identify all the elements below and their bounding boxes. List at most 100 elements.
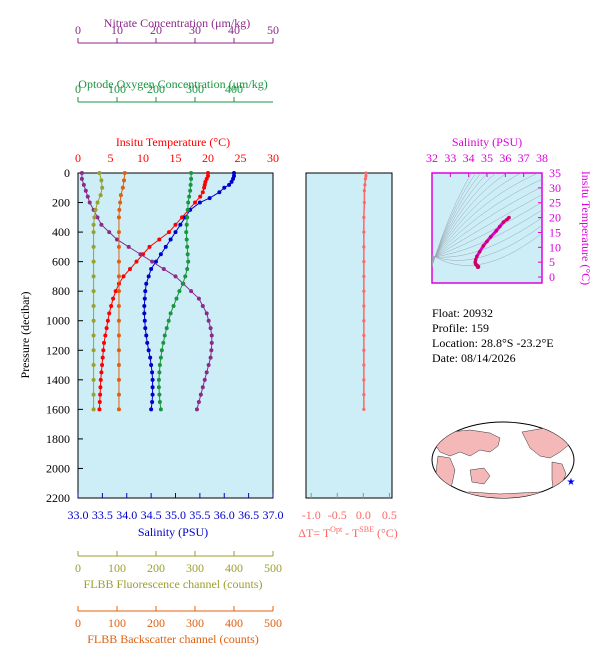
backscatter-axis: FLBB Backscatter channel (counts) 0 100 20…	[75, 606, 282, 646]
nitrate-axis-tick-label: 40	[228, 23, 240, 37]
nitrate-axis-tick-label: 50	[267, 23, 279, 37]
flbb-backscatter-channel-point	[120, 185, 125, 190]
flbb-fluorescence-channel-point	[97, 171, 102, 175]
insitu-temperature-point	[167, 230, 171, 235]
salinity-axis-tick-label: 36.5	[238, 508, 259, 522]
optode-oxygen-concentration-point	[156, 385, 161, 390]
oxygen-axis-label: Optode Oxygen Concentration (μm/kg)	[78, 77, 267, 91]
salinity-point	[143, 326, 148, 331]
nitrate-concentration-point	[208, 326, 213, 331]
nitrate-concentration-point	[107, 230, 112, 235]
flbb-backscatter-channel-point	[118, 193, 123, 198]
salinity-point	[142, 296, 147, 301]
delta-t-point	[362, 319, 366, 323]
insitu-temperature-point	[101, 348, 106, 353]
salinity-point	[150, 370, 155, 375]
ts-density-contour	[432, 232, 542, 266]
optode-oxygen-concentration-point	[185, 215, 190, 220]
optode-oxygen-concentration-point	[189, 176, 194, 181]
salinity-point	[197, 200, 202, 205]
delta-t-point	[362, 189, 366, 193]
nitrate-axis: Nitrate Concentration (μm/kg) 0 10 20 30 40 5…	[75, 16, 279, 44]
pressure-axis-tick-label: 200	[52, 196, 70, 210]
ts-point	[477, 249, 482, 254]
delta-t-point	[362, 348, 366, 352]
optode-oxygen-concentration-line	[158, 173, 192, 410]
insitu-temperature-point	[100, 355, 105, 360]
nitrate-concentration-point	[196, 296, 201, 301]
optode-oxygen-concentration-point	[162, 333, 167, 338]
salinity-axis-tick-label: 37.0	[263, 508, 284, 522]
insitu-temperature-point	[109, 303, 114, 308]
salinity-point	[149, 267, 154, 272]
nitrate-concentration-point	[206, 363, 211, 368]
pressure-axis-tick-label: 1200	[46, 343, 70, 357]
salinity-point	[178, 222, 183, 227]
insitu-temperature-point	[202, 185, 207, 190]
flbb-backscatter-channel-point	[117, 207, 122, 212]
fluorescence-axis-tick-label: 200	[147, 561, 165, 575]
delta-t-axis-label: ΔT= TOpt - TSBE (°C)	[298, 525, 398, 540]
nitrate-concentration-point	[196, 399, 201, 404]
nitrate-concentration-point	[204, 311, 209, 316]
pressure-axis-tick-label: 2200	[46, 491, 70, 505]
pressure-axis-tick-label: 600	[52, 255, 70, 269]
salinity-point	[168, 237, 173, 242]
delta-t-axis-tick-label: -0.5	[328, 508, 347, 522]
insitu-temperature-point	[97, 407, 102, 412]
fluorescence-axis: FLBB Fluorescence channel (counts) 0 100 2…	[75, 551, 282, 591]
flbb-backscatter-channel-point	[116, 303, 121, 308]
flbb-fluorescence-channel-point	[99, 178, 104, 183]
optode-oxygen-concentration-point	[168, 311, 173, 316]
ts-density-contours	[432, 173, 542, 268]
flbb-backscatter-channel-point	[116, 363, 121, 368]
salinity-point	[146, 274, 151, 279]
ts-salinity-tick-label: 37	[518, 151, 530, 165]
pressure-axis-tick-label: 0	[64, 166, 70, 180]
insitu-temperature-point	[98, 392, 103, 397]
insitu-temperature-point	[128, 267, 132, 272]
fluorescence-axis-tick-label: 400	[225, 561, 243, 575]
flbb-fluorescence-channel-point	[91, 289, 96, 294]
flbb-fluorescence-channel-point	[91, 274, 96, 279]
delta-t-point	[362, 245, 366, 249]
flbb-backscatter-channel-point	[116, 215, 121, 220]
flbb-fluorescence-channel-point	[91, 392, 96, 397]
flbb-fluorescence-channel-point	[91, 348, 96, 353]
world-map: ★	[431, 421, 576, 499]
nitrate-concentration-point	[138, 252, 143, 257]
salinity-point	[150, 399, 155, 404]
delta-t-point	[362, 215, 366, 219]
fluorescence-axis-label: FLBB Fluorescence channel (counts)	[84, 577, 263, 591]
pressure-axis-tick-label: 1800	[46, 432, 70, 446]
profile-series	[79, 171, 236, 412]
insitu-temperature-point	[157, 237, 162, 242]
delta-t-axis-tick-label: 0.0	[356, 508, 371, 522]
delta-t-point	[362, 200, 366, 205]
optode-oxygen-concentration-point	[188, 188, 193, 193]
flbb-fluorescence-channel-point	[91, 244, 96, 249]
insitu-temperature-point	[97, 399, 102, 404]
salinity-point	[163, 244, 168, 249]
ts-density-contour	[432, 194, 542, 259]
delta-t-point	[363, 183, 367, 187]
optode-oxygen-concentration-point	[184, 230, 189, 235]
insitu-temperature-point	[113, 289, 118, 294]
ts-point	[476, 265, 480, 270]
ts-salinity-tick-label: 35	[481, 151, 493, 165]
nitrate-concentration-line	[81, 173, 213, 410]
ts-salinity-axis-label: Salinity (PSU)	[452, 135, 522, 149]
fluorescence-axis-tick-label: 300	[186, 561, 204, 575]
temperature-axis-tick-label: 0	[75, 151, 81, 165]
oxygen-axis-tick-label: 400	[225, 82, 243, 96]
ts-salinity-tick-label: 36	[499, 151, 511, 165]
salinity-point	[227, 182, 232, 187]
optode-oxygen-concentration-point	[185, 244, 190, 249]
location: Location: 28.8°S -23.2°E	[432, 336, 554, 350]
salinity-point	[144, 281, 149, 286]
salinity-axis-tick-label: 33.5	[92, 508, 113, 522]
salinity-axis-tick-label: 34.5	[141, 508, 162, 522]
flbb-backscatter-channel-point	[116, 407, 121, 412]
